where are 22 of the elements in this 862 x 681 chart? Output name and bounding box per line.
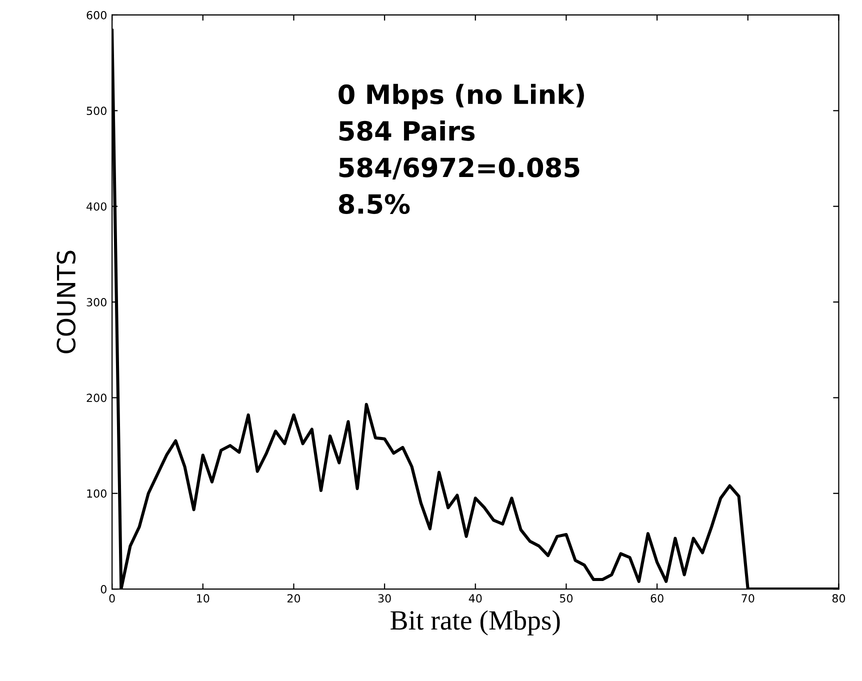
y-tick-label: 300 (86, 298, 106, 306)
annotation: 8.5% (338, 194, 410, 214)
y-axis-title: COUNTS (56, 250, 76, 354)
y-tick-label: 200 (86, 394, 106, 402)
x-tick-label: 50 (560, 594, 573, 603)
y-tick-label: 400 (86, 202, 106, 211)
x-tick-label: 70 (742, 594, 754, 603)
x-tick-label: 80 (832, 594, 846, 603)
x-tick-label: 30 (378, 594, 391, 603)
x-tick-label: 60 (650, 594, 664, 603)
x-tick-label: 40 (468, 594, 482, 603)
y-tick-label: 0 (100, 585, 106, 594)
x-tick-label: 0 (109, 594, 115, 603)
x-tick-label: 10 (197, 594, 210, 603)
x-tick-label: 20 (287, 594, 300, 603)
y-tick-label: 500 (86, 106, 106, 116)
y-tick-label: 600 (86, 10, 106, 20)
y-tick-label: 100 (87, 489, 106, 498)
annotation: 584/6972=0.085 (339, 157, 580, 180)
x-axis-title: Bit rate (Mbps) (390, 610, 560, 636)
annotation: 584 Pairs (339, 120, 475, 141)
annotation: 0 Mbps (no Link) (338, 84, 584, 110)
